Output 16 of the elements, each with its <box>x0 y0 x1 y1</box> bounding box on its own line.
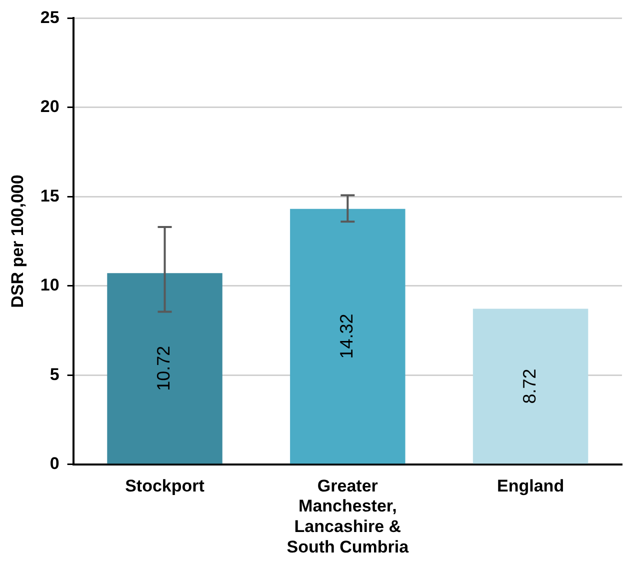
data-label: 8.72 <box>520 368 540 404</box>
data-label: 14.32 <box>336 314 357 359</box>
y-tick-label: 15 <box>40 186 60 206</box>
bar <box>472 308 588 464</box>
x-tick-label: Stockport <box>125 476 205 496</box>
y-tick-label: 5 <box>50 364 60 384</box>
bar <box>107 273 222 464</box>
y-tick-label: 10 <box>40 276 60 295</box>
bar <box>290 208 406 464</box>
y-tick-label: 20 <box>40 97 60 116</box>
x-tick-label: England <box>497 476 564 496</box>
y-tick-label: 0 <box>50 454 60 474</box>
y-tick-label: 25 <box>40 8 60 27</box>
y-axis-title: DSR per 100,000 <box>8 174 27 308</box>
x-tick-label: Greater Manchester, Lancashire & South Cumbria <box>286 476 410 556</box>
data-label: 10.72 <box>154 346 174 391</box>
